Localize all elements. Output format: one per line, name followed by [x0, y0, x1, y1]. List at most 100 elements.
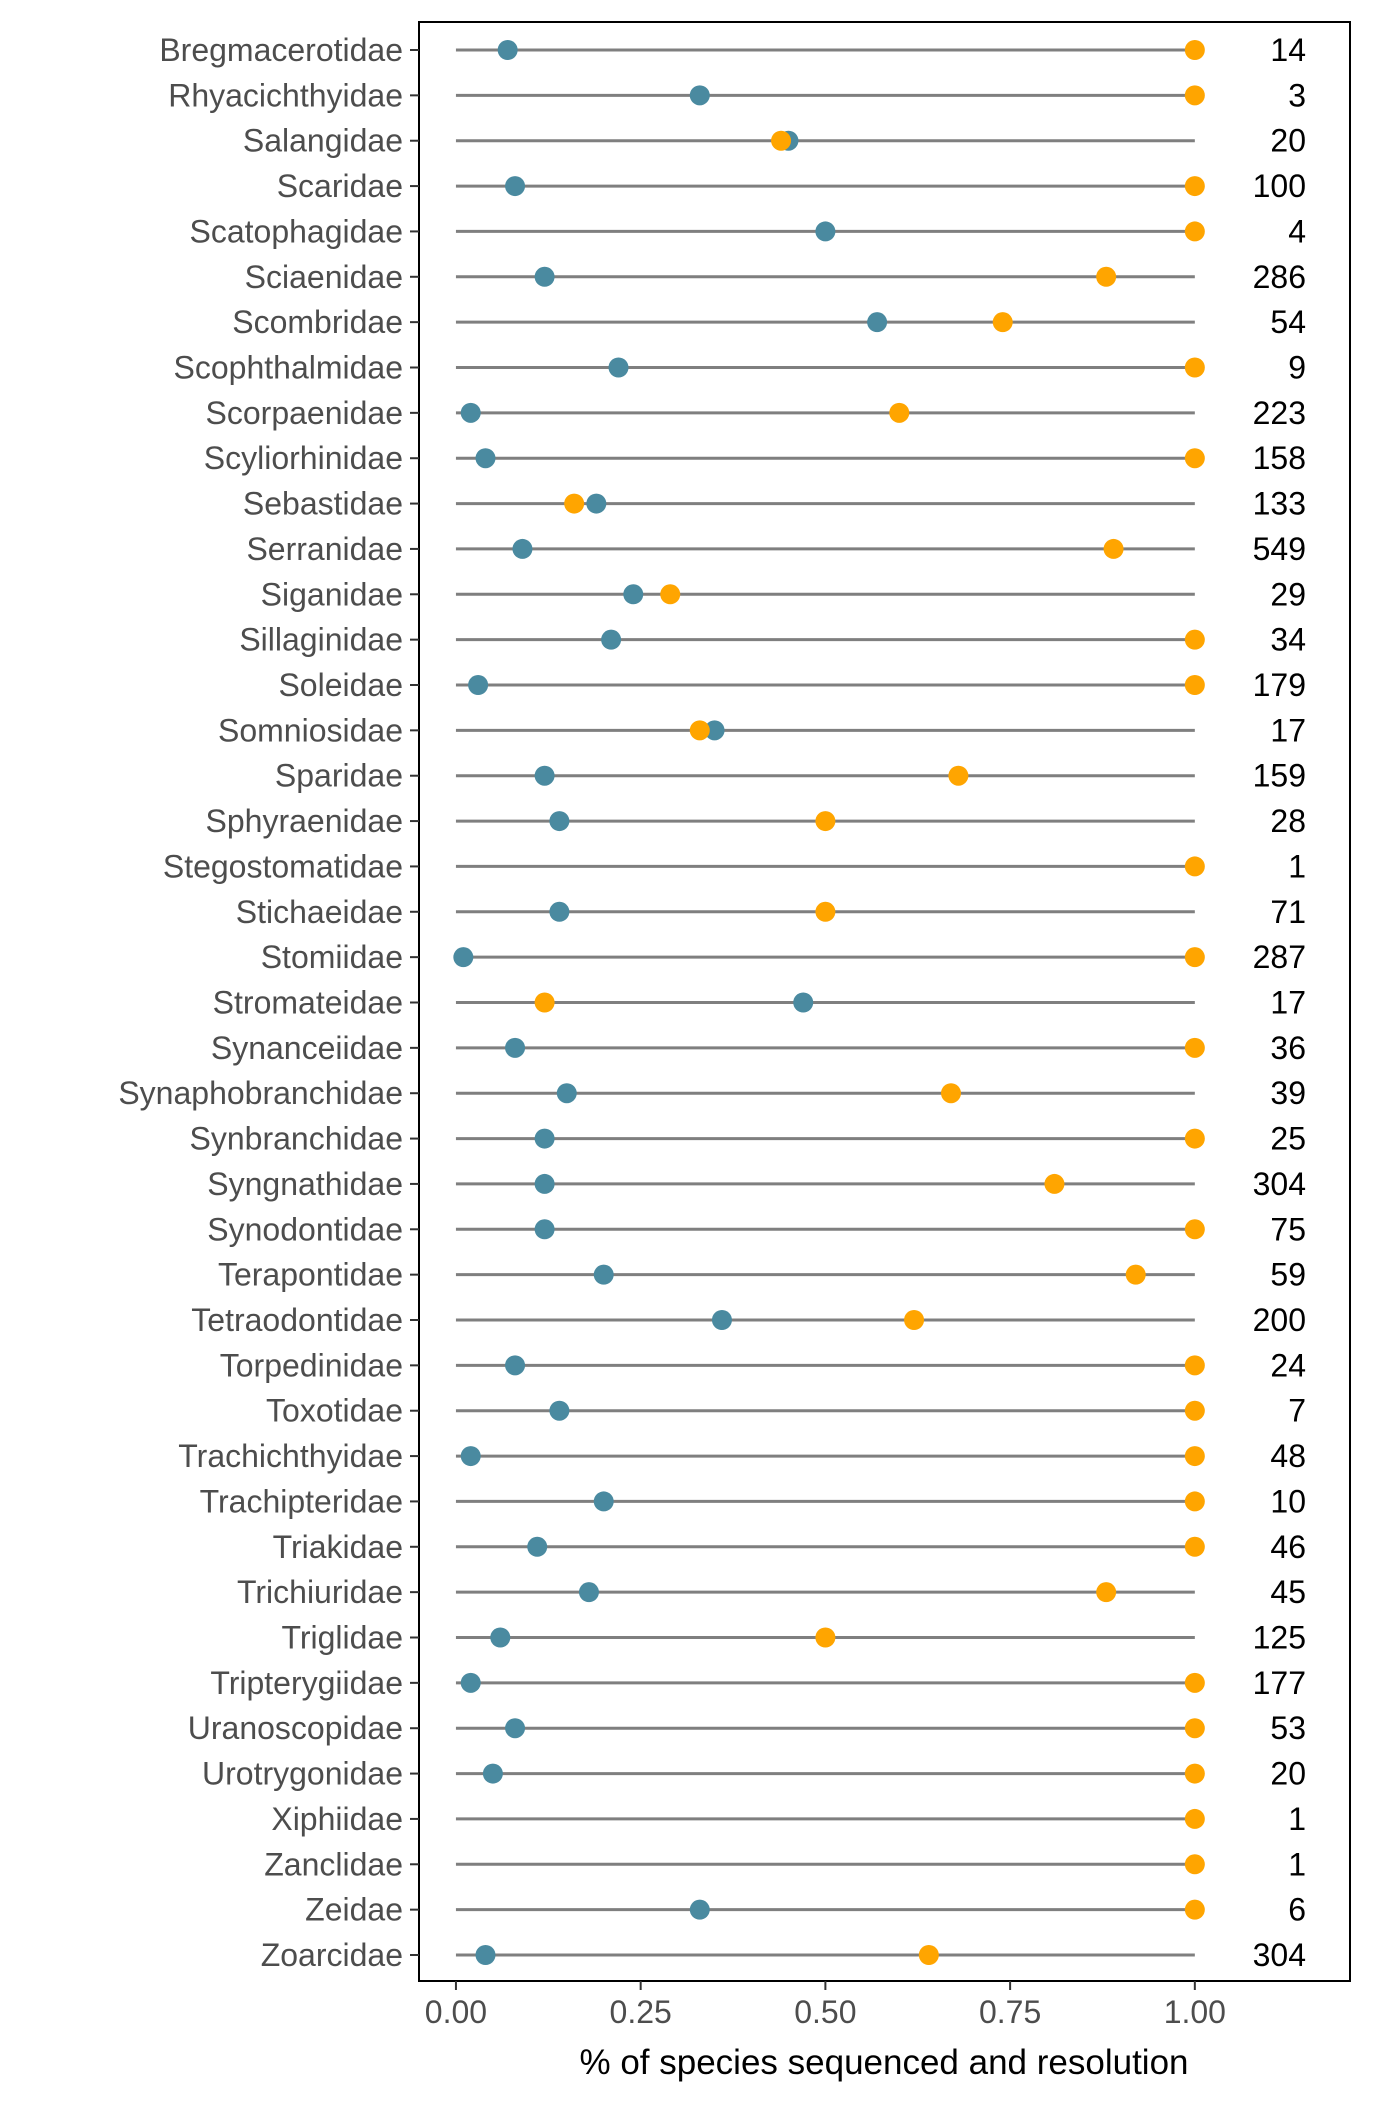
family-label: Uranoscopidae: [188, 1710, 403, 1746]
family-label: Serranidae: [246, 531, 403, 567]
family-label: Stegostomatidae: [163, 848, 403, 884]
sequenced-point-scophthalmidae: [608, 357, 629, 378]
resolution-point-zoarcidae: [918, 1945, 939, 1965]
sequenced-point-sphyraenidae: [549, 811, 570, 832]
sequenced-point-synodontidae: [534, 1219, 555, 1240]
species-count: 6: [1288, 1892, 1306, 1928]
family-label: Sillaginidae: [239, 622, 403, 658]
family-label: Trichiuridae: [237, 1574, 403, 1610]
species-count: 75: [1270, 1211, 1306, 1247]
sequenced-point-scorpaenidae: [460, 402, 481, 423]
resolution-point-stromateidae: [534, 992, 555, 1013]
species-count: 133: [1253, 486, 1306, 522]
sequenced-point-uranoscopidae: [505, 1718, 526, 1739]
resolution-point-scophthalmidae: [1184, 357, 1205, 378]
species-count: 100: [1253, 168, 1306, 204]
sequenced-point-syngnathidae: [534, 1173, 555, 1194]
resolution-point-terapontidae: [1125, 1264, 1146, 1285]
sequenced-point-synaphobranchidae: [556, 1083, 577, 1104]
sequenced-point-scaridae: [505, 176, 526, 197]
family-label: Triglidae: [281, 1620, 403, 1656]
sequenced-point-sillaginidae: [601, 629, 622, 650]
sequenced-point-zoarcidae: [475, 1945, 496, 1965]
sequenced-point-sparidae: [534, 765, 555, 786]
family-label: Terapontidae: [218, 1257, 403, 1293]
family-label: Stomiidae: [261, 939, 403, 975]
family-label: Scophthalmidae: [174, 350, 403, 386]
family-label: Scyliorhinidae: [204, 440, 403, 476]
family-label: Syngnathidae: [207, 1166, 403, 1202]
sequenced-point-toxotidae: [549, 1400, 570, 1421]
species-count: 14: [1270, 32, 1306, 68]
species-count: 179: [1253, 667, 1306, 703]
resolution-point-torpedinidae: [1184, 1355, 1205, 1376]
species-count: 20: [1270, 1756, 1306, 1792]
family-label: Urotrygonidae: [202, 1756, 403, 1792]
sequenced-point-terapontidae: [593, 1264, 614, 1285]
species-count: 1: [1288, 1846, 1306, 1882]
species-count: 46: [1270, 1529, 1306, 1565]
resolution-point-tripterygiidae: [1184, 1672, 1205, 1693]
species-count: 287: [1253, 939, 1306, 975]
resolution-point-trachipteridae: [1184, 1491, 1205, 1512]
resolution-point-tetraodontidae: [904, 1310, 925, 1330]
species-count: 549: [1253, 531, 1306, 567]
family-label: Synanceiidae: [211, 1030, 403, 1066]
family-label: Soleidae: [278, 667, 403, 703]
resolution-point-sparidae: [948, 765, 969, 786]
resolution-point-triakidae: [1184, 1536, 1205, 1557]
sequenced-point-trichiuridae: [578, 1582, 599, 1603]
resolution-point-uranoscopidae: [1184, 1718, 1205, 1739]
resolution-point-zeidae: [1184, 1899, 1205, 1920]
sequenced-point-sciaenidae: [534, 266, 555, 287]
family-label: Salangidae: [243, 123, 403, 159]
sequenced-point-synbranchidae: [534, 1128, 555, 1149]
family-label: Bregmacerotidae: [159, 32, 403, 68]
family-label: Sphyraenidae: [206, 803, 403, 839]
species-count: 17: [1270, 712, 1306, 748]
x-tick-label: 0.50: [794, 1994, 856, 2030]
species-count: 158: [1253, 440, 1306, 476]
species-count: 36: [1270, 1030, 1306, 1066]
sequenced-point-triglidae: [490, 1627, 511, 1648]
species-count: 177: [1253, 1665, 1306, 1701]
sequenced-point-trachipteridae: [593, 1491, 614, 1512]
sequenced-point-somniosidae: [704, 720, 725, 741]
family-label: Torpedinidae: [220, 1347, 403, 1383]
sequenced-point-bregmacerotidae: [497, 40, 518, 60]
resolution-point-xiphiidae: [1184, 1808, 1205, 1829]
resolution-point-synbranchidae: [1184, 1128, 1205, 1149]
family-label: Tripterygiidae: [210, 1665, 403, 1701]
family-label: Toxotidae: [266, 1393, 403, 1429]
resolution-point-soleidae: [1184, 675, 1205, 695]
family-label: Scombridae: [232, 304, 403, 340]
resolution-point-trachichthyidae: [1184, 1446, 1205, 1467]
plot-marks: [453, 40, 1205, 1965]
sequenced-point-urotrygonidae: [482, 1763, 503, 1784]
resolution-point-synanceiidae: [1184, 1037, 1205, 1058]
sequenced-point-sebastidae: [586, 493, 607, 514]
species-count: 286: [1253, 259, 1306, 295]
resolution-point-stichaeidae: [815, 901, 836, 922]
family-label: Zeidae: [305, 1892, 403, 1928]
x-axis: 0.00 0.25 0.50 0.75 1.00: [425, 1981, 1226, 2030]
resolution-point-sphyraenidae: [815, 811, 836, 832]
resolution-point-urotrygonidae: [1184, 1763, 1205, 1784]
family-label: Scatophagidae: [189, 213, 403, 249]
sequenced-point-soleidae: [468, 675, 489, 695]
sequenced-point-triakidae: [527, 1536, 548, 1557]
resolution-point-salangidae: [771, 130, 792, 151]
resolution-point-bregmacerotidae: [1184, 40, 1205, 60]
resolution-point-siganidae: [660, 584, 681, 605]
x-tick-label: 0.25: [610, 1994, 672, 2030]
family-label: Sebastidae: [243, 486, 403, 522]
x-axis-title: % of species sequenced and resolution: [579, 2043, 1188, 2082]
species-count: 3: [1288, 77, 1306, 113]
species-count: 223: [1253, 395, 1306, 431]
sequenced-point-siganidae: [623, 584, 644, 605]
resolution-point-scorpaenidae: [889, 402, 910, 423]
resolution-point-scombridae: [992, 312, 1013, 333]
resolution-point-scatophagidae: [1184, 221, 1205, 242]
family-label: Synaphobranchidae: [118, 1075, 403, 1111]
species-count: 39: [1270, 1075, 1306, 1111]
